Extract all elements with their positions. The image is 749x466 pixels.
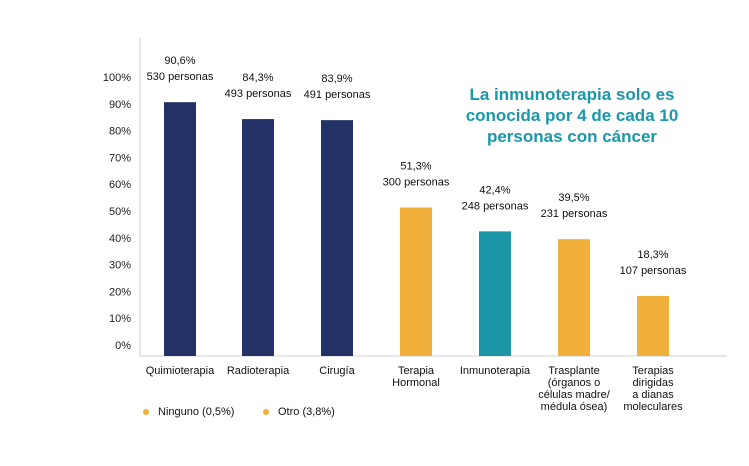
category-label: a dianas [632, 389, 674, 401]
data-label: 530 personas [147, 71, 214, 83]
bar [637, 295, 669, 356]
category-label: Hormonal [392, 377, 440, 389]
data-label: 248 personas [462, 200, 529, 212]
y-tick-label: 70% [109, 152, 131, 164]
bar [321, 120, 353, 356]
data-label: 231 personas [541, 208, 608, 220]
data-label: 83,9% [321, 73, 352, 85]
category-label: Terapias [632, 365, 674, 377]
category-label: Trasplante [548, 365, 600, 377]
bar [164, 102, 196, 356]
y-tick-label: 80% [109, 126, 131, 138]
bars [164, 102, 669, 357]
bar [242, 119, 274, 357]
category-label: Cirugía [319, 365, 355, 377]
category-label: moleculares [623, 401, 683, 413]
legend-item-otro: Otro (3,8%) [263, 406, 335, 418]
y-tick-label: 10% [109, 313, 131, 325]
y-tick-labels: 0% 10% 20% 30% 40% 50% 60% 70% 80% 90% 100% [103, 72, 131, 352]
data-label: 493 personas [225, 88, 292, 100]
y-tick-label: 20% [109, 286, 131, 298]
data-label: 51,3% [400, 161, 431, 173]
legend-dot [263, 409, 269, 415]
data-label: 300 personas [383, 177, 450, 189]
data-label: 84,3% [242, 72, 273, 84]
category-label: Inmunoterapia [460, 365, 531, 377]
category-label: Quimioterapia [146, 365, 215, 377]
category-labels: Quimioterapia Radioterapia Cirugía TerapiaH… [146, 365, 683, 413]
callout-text: La inmunoterapia solo es conocida por 4 … [465, 85, 679, 146]
data-labels: 90,6% 530 personas 84,3% 493 personas 83,9% 4… [147, 55, 687, 277]
bar [558, 239, 590, 356]
category-label: células madre/ [538, 389, 610, 401]
category-label: Terapia [398, 365, 435, 377]
y-tick-label: 100% [103, 72, 131, 84]
data-label: 90,6% [164, 55, 195, 67]
bar [400, 207, 432, 356]
data-label: 39,5% [558, 192, 589, 204]
legend-dot [143, 409, 149, 415]
data-label: 18,3% [637, 249, 668, 261]
data-label: 107 personas [620, 265, 687, 277]
y-tick-label: 0% [115, 340, 131, 352]
y-tick-label: 50% [109, 206, 131, 218]
category-label: Radioterapia [227, 365, 290, 377]
category-label: dirigidas [633, 377, 674, 389]
y-tick-label: 60% [109, 179, 131, 191]
category-label: (órganos o [548, 377, 601, 389]
bar [479, 231, 511, 356]
legend-item-ninguno: Ninguno (0,5%) [143, 406, 234, 418]
legend-label: Ninguno (0,5%) [158, 406, 235, 418]
y-tick-label: 40% [109, 233, 131, 245]
data-label: 42,4% [479, 184, 510, 196]
y-tick-label: 30% [109, 260, 131, 272]
category-label: médula ósea) [541, 401, 608, 413]
legend-label: Otro (3,8%) [278, 406, 335, 418]
data-label: 491 personas [304, 89, 371, 101]
y-tick-label: 90% [109, 99, 131, 111]
